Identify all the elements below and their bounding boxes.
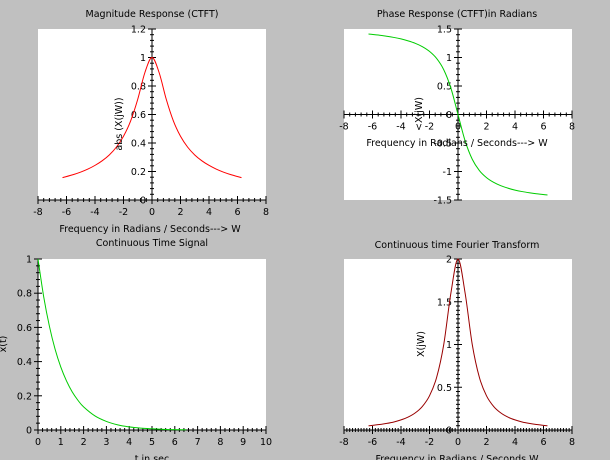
data-line	[368, 33, 548, 196]
x-tick-label: 2	[483, 437, 489, 448]
x-tick-label: 8	[217, 437, 223, 448]
x-axis-label: Frequency in Radians / Seconds---> W	[59, 224, 241, 235]
y-tick-label: -0.5	[433, 139, 452, 150]
y-tick-label: 0.2	[17, 391, 32, 402]
x-tick-label: -2	[425, 437, 434, 448]
x-tick-label: 9	[240, 437, 246, 448]
x-tick-label: 6	[234, 207, 240, 218]
x-tick-label: 0	[455, 437, 461, 448]
y-tick-label: -1.5	[433, 196, 452, 207]
axes: -8 -6 -4 -2 0 2 4 6 8 0 0.2 0.4 0.6 0.8 1 1.2	[33, 25, 269, 219]
x-tick-label: -6	[62, 207, 71, 218]
y-tick-label: 0	[140, 196, 146, 207]
x-tick-label: -8	[33, 207, 42, 218]
x-tick-label: 3	[103, 437, 109, 448]
x-tick-label: 8	[569, 122, 575, 133]
y-axis-label: abs (X(jW))	[114, 97, 125, 150]
x-axis-label: Frequency in Radians / Seconds---> W	[366, 138, 548, 149]
x-tick-label: -8	[339, 437, 348, 448]
y-axis-label: <X(jW)	[414, 97, 425, 131]
x-tick-label: 8	[569, 437, 575, 448]
x-tick-label: 2	[81, 437, 87, 448]
x-tick-label: 4	[126, 437, 132, 448]
x-tick-label: 2	[483, 122, 489, 133]
y-tick-label: 1	[446, 53, 452, 64]
x-tick-label: 1	[58, 437, 64, 448]
y-tick-label: 0.8	[17, 289, 32, 300]
x-tick-label: 7	[195, 437, 201, 448]
x-tick-label: 2	[177, 207, 183, 218]
y-tick-label: 0.5	[437, 82, 452, 93]
x-tick-label: 4	[512, 437, 518, 448]
axes: -8 -6 -4 -2 0 2 4 6 8 0 0.5 1 1.5 2	[339, 255, 575, 449]
y-tick-label: 0.5	[437, 383, 452, 394]
continuous-time-signal-panel: Continuous Time Signal 0 1 2 3 4 5 6 7 8 9 1000.20…	[0, 238, 272, 460]
axes: 0 1 2 3 4 5 6 7 8 9 10 0 0.2 0.4 0.6 0.8 1	[17, 255, 272, 449]
x-tick-label: 6	[540, 122, 546, 133]
y-tick-label: 2	[446, 255, 452, 266]
y-tick-label: 0	[446, 110, 452, 121]
fourier-transform-panel: Continuous time Fourier Transform -8 -6 -4…	[339, 240, 575, 460]
data-line	[37, 258, 187, 431]
x-tick-label: 5	[149, 437, 155, 448]
y-tick-label: 0.2	[131, 167, 146, 178]
y-tick-label: 1.2	[131, 25, 146, 36]
data-line	[368, 258, 548, 427]
plot-area	[38, 259, 266, 430]
x-tick-label: -2	[425, 122, 434, 133]
chart-title: Phase Response (CTFT)in Radians	[377, 9, 537, 20]
y-axis-label: X(jW)	[416, 331, 427, 357]
data-line	[62, 56, 242, 179]
y-tick-label: 1	[140, 53, 146, 64]
y-tick-label: 0.4	[17, 357, 32, 368]
y-tick-label: 0.4	[131, 139, 146, 150]
x-tick-label: -4	[396, 122, 405, 133]
y-tick-label: 0.6	[131, 110, 146, 121]
x-tick-label: 0	[455, 122, 461, 133]
chart-title: Magnitude Response (CTFT)	[86, 9, 219, 20]
y-tick-label: 0	[26, 426, 32, 437]
x-axis-label: t in sec	[135, 454, 169, 460]
magnitude-response-panel: Magnitude Response (CTFT) -8 -6 -4 -2 0 2 4 6 8 0…	[33, 9, 269, 235]
x-tick-label: 8	[263, 207, 269, 218]
y-tick-label: 0	[446, 426, 452, 437]
y-tick-label: -1	[443, 167, 452, 178]
x-axis-label: Frequency in Radians / Seconds W	[375, 454, 539, 460]
x-tick-label: 6	[540, 437, 546, 448]
phase-response-panel: Phase Response (CTFT)in Radians -8 -6 -4 -2…	[339, 9, 575, 207]
x-tick-label: -4	[90, 207, 99, 218]
y-tick-label: 1	[26, 255, 32, 266]
y-tick-label: 1.5	[437, 25, 452, 36]
chart-title: Continuous time Fourier Transform	[375, 240, 540, 251]
x-tick-label: -8	[339, 122, 348, 133]
y-axis-label: x(t)	[0, 336, 9, 353]
y-tick-label: 1.5	[437, 297, 452, 308]
x-tick-label: 10	[260, 437, 272, 448]
x-tick-label: -4	[396, 437, 405, 448]
y-tick-label: 0.8	[131, 82, 146, 93]
x-tick-label: 4	[512, 122, 518, 133]
x-tick-label: -6	[368, 437, 377, 448]
y-tick-label: 1	[446, 340, 452, 351]
x-tick-label: -6	[368, 122, 377, 133]
x-tick-label: 0	[35, 437, 41, 448]
x-tick-label: 0	[149, 207, 155, 218]
chart-title: Continuous Time Signal	[96, 238, 208, 249]
x-tick-label: 4	[206, 207, 212, 218]
x-tick-label: 6	[172, 437, 178, 448]
x-tick-label: -2	[119, 207, 128, 218]
y-tick-label: 0.6	[17, 323, 32, 334]
